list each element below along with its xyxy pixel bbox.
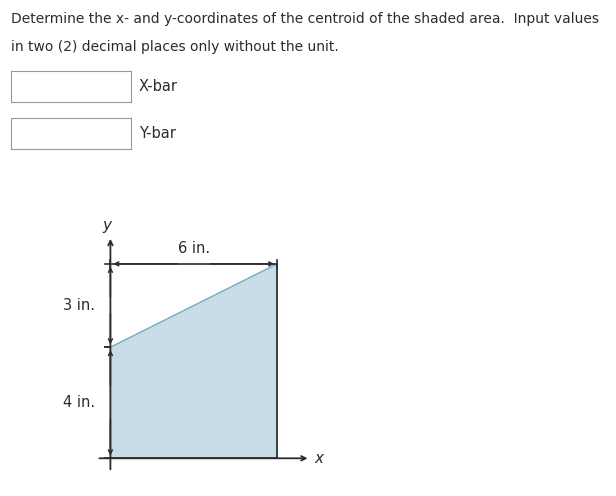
Text: X-bar: X-bar xyxy=(139,79,177,94)
Text: Y-bar: Y-bar xyxy=(139,126,176,141)
Polygon shape xyxy=(110,264,277,458)
Text: y: y xyxy=(103,218,111,233)
Text: 4 in.: 4 in. xyxy=(63,395,95,410)
Text: in two (2) decimal places only without the unit.: in two (2) decimal places only without t… xyxy=(11,40,339,54)
Text: 6 in.: 6 in. xyxy=(177,241,210,255)
Text: 3 in.: 3 in. xyxy=(63,298,95,313)
Text: Determine the x- and y-coordinates of the centroid of the shaded area.  Input va: Determine the x- and y-coordinates of th… xyxy=(11,12,599,26)
Text: x: x xyxy=(315,451,323,466)
